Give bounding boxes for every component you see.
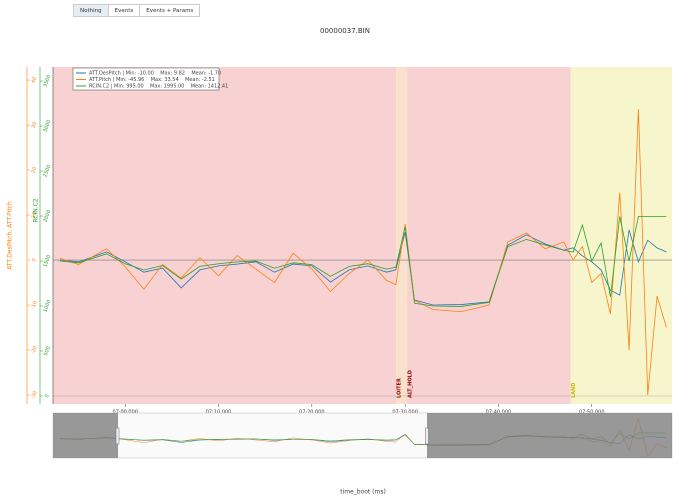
y-tick-label: 30	[31, 121, 39, 129]
x-tick-label: 07:20.000	[299, 410, 325, 416]
y2-tick-label: 3500	[42, 74, 52, 88]
button-group: Nothing Events Events + Params	[73, 4, 201, 17]
mode-region	[407, 67, 571, 404]
series-line	[59, 216, 667, 307]
range-handle	[425, 427, 429, 445]
series-line	[59, 109, 667, 396]
y-axis-title: ATT.DesPitch, ATT.Pitch	[7, 201, 14, 270]
legend-label: ATT.Pitch | Min: -45.96 Max: 33.54 Mean:…	[89, 77, 215, 83]
legend-box	[72, 67, 220, 91]
y2-tick-label: 2500	[42, 164, 52, 178]
y-tick-label: 40	[31, 76, 39, 84]
button[interactable]: Events + Params	[139, 4, 201, 17]
y2-tick-label: 3000	[42, 119, 52, 133]
y-tick-label: 0	[31, 258, 38, 263]
mode-label: ALT_HOLD	[408, 370, 414, 398]
range-mask	[427, 413, 672, 458]
x-tick-label: 07:00.000	[112, 410, 138, 416]
x-axis-title: time_boot (ms)	[340, 489, 386, 496]
legend-label: ATT.DesPitch | Min: -10.00 Max: 9.82 Mea…	[89, 71, 221, 77]
y2-tick-label: 500	[43, 346, 52, 357]
x-tick-label: 07:50.000	[579, 410, 605, 416]
y-tick-label: -20	[30, 345, 38, 355]
mode-region	[570, 67, 672, 404]
mode-label: LOITER	[397, 378, 403, 398]
mode-region	[53, 67, 397, 404]
legend: ATT.DesPitch | Min: -10.00 Max: 9.82 Mea…	[72, 67, 228, 91]
mode-label: LAND	[571, 383, 577, 398]
range-handle	[115, 427, 120, 445]
y2-tick-label: 1000	[42, 299, 52, 313]
y2-tick-label: 2000	[42, 209, 52, 223]
y-tick-label: -30	[30, 390, 38, 400]
legend-label: RCIN.C2 | Min: 995.00 Max: 1995.00 Mean:…	[89, 84, 228, 90]
x-tick-label: 07:40.000	[486, 410, 512, 416]
y-tick-label: 20	[31, 166, 39, 174]
y-tick-label: -10	[30, 300, 38, 310]
y2-tick-label: 1500	[42, 254, 52, 268]
y-tick-label: 10	[31, 211, 39, 219]
x-tick-label: 07:10.000	[206, 410, 232, 416]
mode-region	[396, 67, 408, 404]
y2-axis-title: RCIN.C2	[33, 198, 40, 222]
y2-tick-label: 0	[44, 394, 51, 399]
range-mask	[53, 413, 118, 458]
series-line	[59, 229, 667, 306]
x-tick-label: 07:30.000	[392, 410, 418, 416]
chart-title: 00000037.BIN	[320, 27, 370, 35]
